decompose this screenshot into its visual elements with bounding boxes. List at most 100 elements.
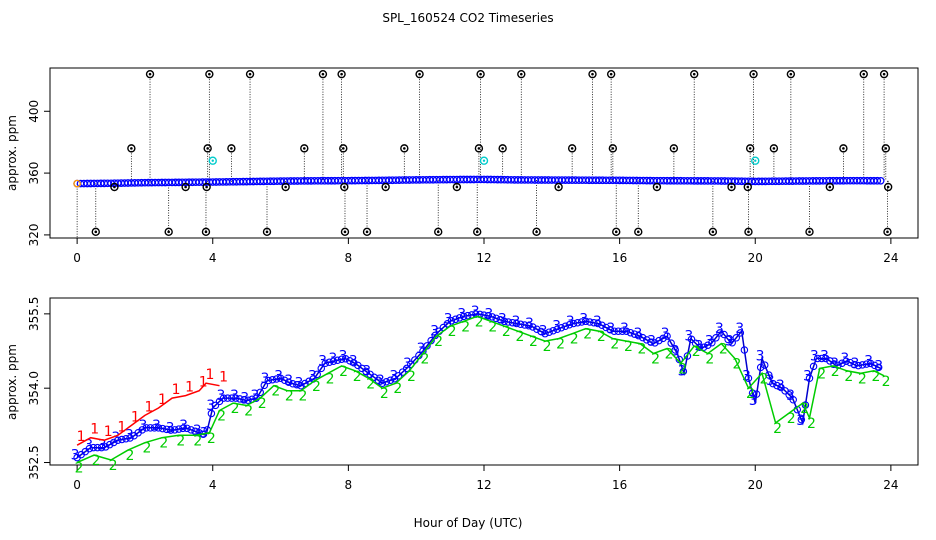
detail-point bbox=[622, 327, 631, 335]
detail-point bbox=[500, 317, 509, 326]
detail-point bbox=[114, 436, 122, 444]
detail-point bbox=[484, 312, 492, 320]
detail-point bbox=[329, 357, 338, 366]
overview-outlier-dot bbox=[886, 230, 889, 234]
overview-outlier-point bbox=[262, 227, 272, 237]
detail-point bbox=[663, 332, 671, 340]
detail-point bbox=[842, 357, 850, 366]
overview-outlier-point bbox=[608, 144, 618, 153]
detail-point bbox=[549, 326, 557, 335]
detail-series-2-label: 2 bbox=[207, 431, 216, 447]
detail-point bbox=[171, 426, 179, 434]
detail-point bbox=[866, 359, 875, 368]
detail-y-axis-label: approx. ppm bbox=[5, 344, 19, 420]
detail-point bbox=[268, 376, 277, 384]
detail-series-1-label: 1 bbox=[131, 409, 140, 425]
overview-outlier-point bbox=[749, 69, 758, 79]
detail-point bbox=[655, 336, 663, 345]
detail-point bbox=[337, 355, 346, 364]
overview-outlier-dot bbox=[208, 72, 211, 76]
detail-point bbox=[101, 443, 110, 451]
detail-series-2-label: 2 bbox=[312, 379, 321, 395]
detail-point bbox=[732, 334, 741, 342]
detail-point bbox=[301, 379, 309, 388]
detail-series-2-label: 2 bbox=[298, 389, 307, 405]
overview-outlier-dot bbox=[501, 147, 504, 150]
overview-outlier-dot bbox=[436, 230, 440, 234]
overview-outlier-dot bbox=[403, 147, 406, 150]
detail-x-axis: 0 4 8 12 16 20 24 bbox=[73, 465, 899, 492]
detail-series-2-label: 2 bbox=[380, 386, 389, 402]
detail-y-tick-label: 352.5 bbox=[27, 445, 41, 479]
overview-outlier-dot bbox=[519, 72, 523, 76]
detail-series-3-label: 3 bbox=[216, 388, 225, 404]
detail-point bbox=[586, 318, 594, 326]
overview-outlier-point bbox=[634, 227, 643, 237]
overview-outlier-dot bbox=[167, 230, 170, 234]
detail-point bbox=[679, 367, 688, 376]
detail-point bbox=[553, 325, 561, 333]
detail-series-3-label: 3 bbox=[820, 348, 829, 364]
detail-series-3-label: 3 bbox=[715, 321, 724, 337]
overview-outlier-dot bbox=[343, 185, 346, 189]
overview-outlier-dot bbox=[636, 230, 640, 234]
detail-series-2-label: 2 bbox=[502, 324, 511, 340]
overview-outlier-point bbox=[452, 182, 462, 192]
detail-series-2-label: 2 bbox=[326, 371, 335, 387]
detail-series-2-label: 2 bbox=[393, 381, 402, 397]
detail-series-2-label: 2 bbox=[651, 352, 660, 368]
overview-outlier-dot bbox=[113, 185, 116, 189]
overview-outlier-dot bbox=[341, 147, 345, 150]
detail-y-tick-label: 354.0 bbox=[27, 371, 41, 405]
detail-point bbox=[704, 341, 712, 349]
overview-outlier-point bbox=[669, 144, 679, 153]
detail-series-1-label: 1 bbox=[104, 424, 113, 440]
overview-outlier-dot bbox=[711, 230, 715, 234]
detail-point bbox=[870, 361, 879, 370]
overview-outlier-dot bbox=[609, 72, 613, 76]
detail-point bbox=[728, 339, 736, 347]
detail-point bbox=[447, 317, 456, 325]
overview-outlier-dot bbox=[321, 72, 325, 76]
detail-series-2-label: 2 bbox=[271, 384, 280, 400]
detail-point bbox=[545, 328, 553, 336]
overview-y-tick-label: 320 bbox=[27, 223, 41, 246]
detail-series-3-label: 3 bbox=[593, 314, 602, 330]
detail-point bbox=[520, 321, 529, 329]
detail-series-1-label: 1 bbox=[144, 399, 153, 415]
overview-outlier-point bbox=[769, 144, 779, 153]
detail-point bbox=[93, 443, 102, 452]
overview-outlier-point bbox=[245, 69, 255, 79]
overview-outlier-point bbox=[340, 227, 350, 237]
detail-point bbox=[687, 335, 696, 344]
detail-point bbox=[455, 314, 464, 322]
detail-series-3-label: 3 bbox=[362, 363, 371, 379]
detail-series-2-label: 2 bbox=[678, 361, 687, 377]
overview-outlier-dot bbox=[614, 230, 618, 234]
overview-outlier-point bbox=[400, 144, 409, 153]
detail-point bbox=[240, 396, 248, 404]
overview-outlier-point bbox=[340, 182, 349, 192]
detail-series-3-label: 3 bbox=[735, 321, 744, 337]
detail-series-3-label: 3 bbox=[874, 358, 883, 374]
detail-series-2-label: 2 bbox=[488, 319, 497, 335]
detail-point bbox=[529, 323, 537, 331]
overview-outlier-point bbox=[883, 227, 892, 237]
overview-outlier-point bbox=[881, 144, 890, 153]
detail-point bbox=[97, 443, 106, 452]
overview-outlier-point bbox=[474, 144, 484, 153]
detail-series-2-label: 2 bbox=[475, 314, 484, 330]
overview-outlier-point bbox=[181, 182, 190, 192]
detail-point bbox=[219, 394, 228, 402]
detail-series-3-label: 3 bbox=[864, 353, 873, 369]
overview-outlier-point bbox=[281, 182, 290, 192]
overview-outlier-dot bbox=[204, 230, 208, 234]
overview-outlier-point bbox=[434, 227, 443, 237]
detail-point bbox=[667, 339, 675, 347]
detail-point bbox=[260, 381, 269, 390]
detail-x-tick-label: 0 bbox=[73, 478, 81, 492]
overview-outlier-dot bbox=[148, 72, 152, 76]
